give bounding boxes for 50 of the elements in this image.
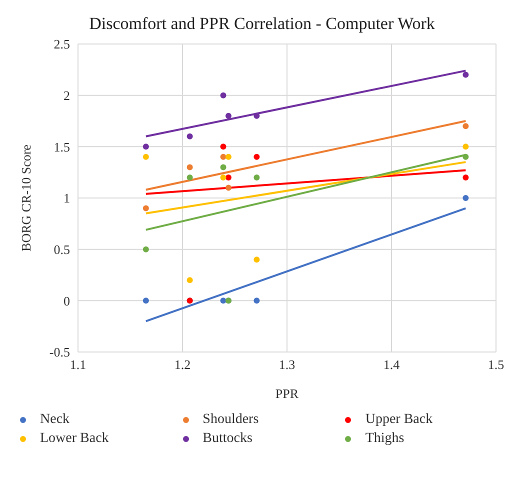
point [225,112,232,119]
x-tick-label: 1.2 [174,357,191,372]
point [254,256,260,263]
point [254,154,260,160]
point [225,174,232,180]
point [462,72,469,78]
point [462,195,469,201]
legend-label: Neck [40,412,70,428]
legend-label: Buttocks [202,431,252,447]
point [220,144,226,150]
x-tick-label: 1.5 [488,357,504,372]
point [462,154,469,160]
legend-label: Thighs [365,431,404,447]
point [186,164,193,170]
point [462,144,469,150]
y-tick-label: 2.5 [54,36,70,52]
point [254,298,260,304]
x-tick-label: 1.4 [383,357,400,372]
point [225,184,232,191]
point [254,174,260,180]
point [254,112,260,119]
point [186,174,193,180]
point [462,123,469,130]
point [220,154,226,160]
x-tick-label: 1.1 [70,357,86,372]
y-tick-label: 0.5 [54,242,70,257]
chart-title: Discomfort and PPR Correlation - Computer Work [88,13,436,34]
x-tick-label: 1.3 [278,357,296,372]
point [220,92,226,98]
y-tick-label: -0.5 [49,344,70,360]
point [186,133,193,140]
point [142,298,149,304]
point [142,144,149,150]
y-tick-label: 1 [64,190,70,206]
y-axis-title: BORG CR-10 Score [18,144,34,252]
point [220,164,226,170]
point [142,205,149,212]
point [142,154,149,160]
point [220,174,226,180]
y-tick-label: 2 [64,88,70,103]
y-tick-label: 1.5 [54,139,70,154]
x-axis-title: PPR [275,386,299,401]
legend-label: Shoulders [202,412,259,428]
y-tick-label: 0 [64,293,70,308]
point [225,154,232,160]
point [186,277,193,284]
legend-label: Upper Back [365,412,433,428]
point [462,174,469,180]
legend-label: Lower Back [40,431,109,447]
point [142,246,149,252]
